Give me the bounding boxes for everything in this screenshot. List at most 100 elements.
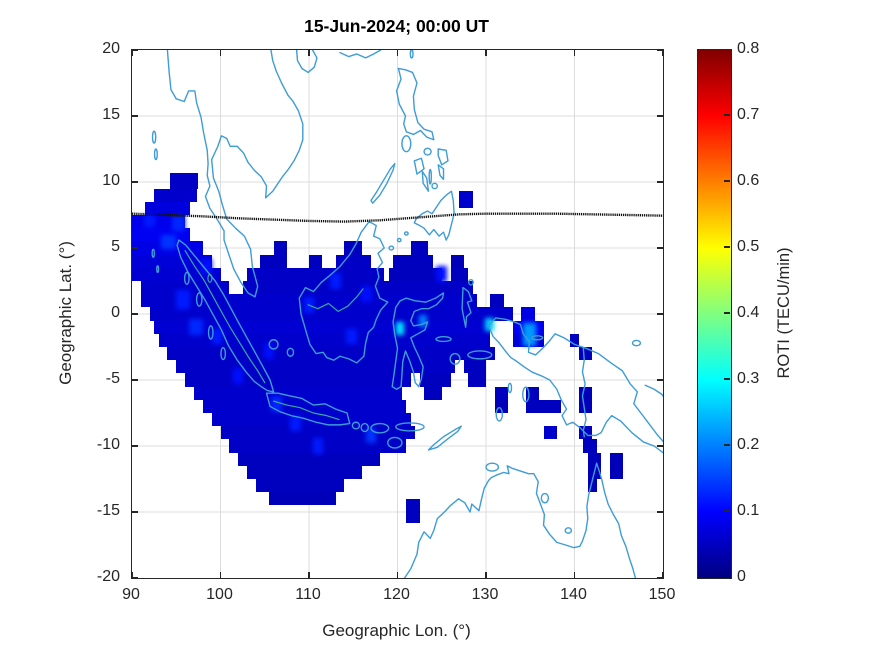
colorbar-tick-label: 0.8	[737, 40, 760, 57]
roti-cell	[523, 323, 537, 346]
island-seram	[468, 351, 492, 359]
lake-toba	[208, 274, 212, 282]
colorbar-tick-label: 0.3	[737, 370, 760, 387]
axis-tick	[485, 572, 487, 578]
island-masbate	[424, 148, 431, 155]
island-sumbawa	[371, 424, 389, 433]
axis-tick	[657, 379, 663, 381]
roti-cell	[494, 399, 509, 413]
island-flores	[396, 423, 424, 431]
roti-cell	[273, 241, 287, 255]
y-tick-label: -5	[105, 370, 120, 387]
island-sulu	[389, 246, 393, 250]
roti-cell	[247, 267, 385, 281]
island-new-guinea	[489, 318, 663, 454]
island-morotai	[469, 280, 473, 285]
roti-cell	[406, 498, 420, 523]
island-andaman	[153, 131, 156, 143]
island-sumatra	[177, 240, 273, 392]
roti-cell	[609, 465, 624, 479]
coastline-south-china	[340, 50, 381, 58]
roti-cell	[176, 360, 456, 374]
roti-cell	[263, 343, 275, 359]
roti-cell	[188, 319, 203, 336]
coastline-mainland-sea	[167, 50, 302, 297]
roti-cell	[260, 254, 287, 268]
axis-tick	[308, 50, 310, 56]
island-mentawai	[185, 272, 189, 284]
roti-cell	[587, 452, 602, 466]
colorbar-tick-label: 0.2	[737, 436, 760, 453]
y-tick-label: 5	[111, 238, 120, 255]
colorbar-tick	[724, 114, 730, 116]
island-borneo	[299, 222, 388, 363]
roti-cell	[330, 273, 341, 289]
axis-tick	[657, 577, 663, 578]
y-tick-label: 15	[102, 106, 120, 123]
axis-tick	[132, 445, 138, 447]
island-java	[267, 393, 350, 425]
roti-cell	[583, 439, 597, 453]
island-negros	[422, 171, 428, 191]
roti-cell	[193, 386, 402, 400]
colorbar-tick	[724, 444, 730, 446]
roti-cell	[270, 395, 283, 412]
island-yapen	[532, 336, 543, 340]
island-mentawai	[221, 348, 225, 360]
roti-cell	[312, 438, 324, 454]
colorbar-tick	[724, 510, 730, 512]
axis-tick	[662, 50, 663, 56]
axis-tick	[132, 115, 138, 117]
island-mindanao	[414, 191, 454, 240]
roti-cell	[346, 328, 357, 345]
roti-cell	[393, 254, 433, 268]
roti-cell	[436, 266, 448, 283]
roti-cell	[395, 321, 404, 336]
y-tick-label: 0	[111, 304, 120, 321]
roti-cell	[211, 413, 411, 427]
colorbar	[697, 49, 732, 579]
coastline-layer	[132, 50, 663, 578]
island-leyte	[438, 165, 443, 180]
axis-tick	[657, 115, 663, 117]
roti-cell	[247, 465, 363, 479]
roti-cell	[154, 320, 491, 334]
axis-tick	[308, 572, 310, 578]
contour-sumatra	[185, 251, 265, 383]
island-kei	[508, 383, 511, 392]
x-tick-label: 90	[122, 586, 140, 603]
roti-cell	[201, 258, 212, 275]
axis-tick	[132, 577, 138, 578]
roti-cell	[525, 399, 562, 413]
axis-tick	[662, 572, 663, 578]
roti-cell	[158, 333, 491, 347]
axis-tick	[657, 50, 663, 51]
island-mentawai	[209, 326, 213, 339]
roti-cell	[463, 360, 486, 374]
roti-cell	[211, 328, 223, 345]
x-tick-label: 100	[206, 586, 233, 603]
island-mornington	[565, 528, 571, 533]
roti-cell	[167, 347, 495, 361]
roti-cell	[388, 267, 442, 281]
axis-tick	[657, 247, 663, 249]
island-belitung	[287, 348, 293, 356]
roti-cell	[170, 172, 199, 189]
roti-cell	[450, 254, 464, 268]
axis-tick	[219, 50, 222, 56]
island-aru	[523, 387, 529, 402]
border-papua	[582, 348, 586, 436]
colorbar-tick-label: 0	[737, 568, 746, 585]
roti-cell	[410, 241, 429, 255]
map-plot-area	[131, 49, 664, 579]
roti-cell	[490, 294, 504, 308]
island-panay	[414, 158, 424, 174]
island-hainan	[297, 50, 317, 72]
island-palawan	[371, 164, 395, 204]
island-mentawai	[197, 293, 202, 306]
roti-cell	[450, 267, 469, 281]
roti-cell	[232, 368, 244, 384]
island-luzon	[397, 68, 434, 139]
roti-cell	[570, 333, 579, 347]
colorbar-tick-label: 0.6	[737, 172, 760, 189]
